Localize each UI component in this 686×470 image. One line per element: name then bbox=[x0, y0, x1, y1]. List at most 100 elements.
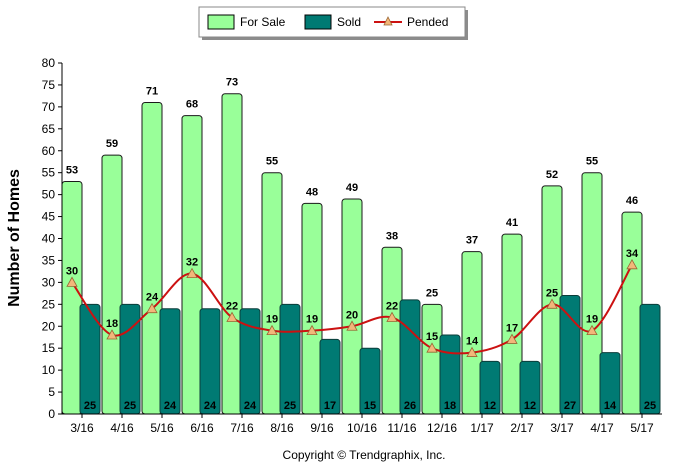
sold-value-label: 15 bbox=[364, 400, 376, 412]
sold-bar bbox=[559, 295, 581, 415]
for-sale-value-label: 37 bbox=[466, 235, 478, 247]
for-sale-value-label: 59 bbox=[106, 138, 118, 150]
sold-value-label: 25 bbox=[124, 400, 136, 412]
sold-value-label: 24 bbox=[204, 400, 217, 412]
pended-marker bbox=[426, 342, 438, 353]
legend-label-pended: Pended bbox=[407, 15, 448, 29]
y-tick-label: 20 bbox=[42, 319, 56, 333]
for-sale-bar bbox=[621, 211, 643, 415]
sold-bar bbox=[399, 299, 421, 415]
pended-value-label: 19 bbox=[306, 314, 318, 326]
for-sale-bar bbox=[141, 101, 163, 415]
x-tick-label: 2/17 bbox=[510, 421, 534, 435]
pended-value-label: 15 bbox=[426, 331, 438, 343]
y-tick-label: 75 bbox=[42, 78, 56, 92]
sold-value-label: 24 bbox=[244, 400, 257, 412]
pended-value-label: 18 bbox=[106, 318, 118, 330]
pended-value-label: 19 bbox=[266, 314, 278, 326]
pended-marker bbox=[346, 320, 358, 331]
sold-bar bbox=[159, 308, 181, 415]
pended-marker bbox=[626, 259, 638, 270]
x-tick-label: 10/16 bbox=[347, 421, 377, 435]
x-tick-label: 6/16 bbox=[190, 421, 214, 435]
pended-value-label: 32 bbox=[186, 257, 198, 269]
for-sale-value-label: 68 bbox=[186, 99, 198, 111]
sold-bars bbox=[79, 295, 661, 415]
pended-marker bbox=[66, 276, 78, 287]
x-tick-label: 5/17 bbox=[630, 421, 654, 435]
pended-value-label: 22 bbox=[226, 300, 238, 312]
pended-value-label: 19 bbox=[586, 314, 598, 326]
pended-value-label: 25 bbox=[546, 287, 558, 299]
pended-value-label: 22 bbox=[386, 300, 398, 312]
pended-marker bbox=[186, 267, 198, 278]
y-tick-label: 40 bbox=[42, 232, 56, 246]
y-tick-label: 25 bbox=[42, 297, 56, 311]
sold-bar bbox=[199, 308, 221, 415]
for-sale-value-label: 55 bbox=[586, 156, 598, 168]
data-labels: 53 59 71 68 73 55 48 49 38 25 37 41 52 55 46 25 25 24 24 24… bbox=[66, 77, 656, 412]
sold-value-label: 25 bbox=[284, 400, 296, 412]
sold-value-label: 12 bbox=[524, 400, 536, 412]
y-tick-label: 35 bbox=[42, 253, 56, 267]
legend-swatch-for-sale bbox=[207, 14, 235, 30]
pended-marker bbox=[466, 346, 478, 357]
for-sale-value-label: 25 bbox=[426, 287, 438, 299]
y-tick-label: 50 bbox=[42, 188, 56, 202]
for-sale-bars bbox=[61, 93, 643, 415]
for-sale-value-label: 73 bbox=[226, 77, 238, 89]
x-tick-label: 3/16 bbox=[70, 421, 94, 435]
x-tick-label: 12/16 bbox=[427, 421, 457, 435]
pended-value-label: 14 bbox=[466, 336, 479, 348]
y-tick-label: 30 bbox=[42, 275, 56, 289]
pended-line bbox=[66, 259, 638, 357]
for-sale-bar bbox=[61, 180, 83, 415]
y-tick-label: 80 bbox=[42, 56, 56, 70]
legend: For Sale Sold Pended bbox=[198, 6, 468, 40]
for-sale-bar bbox=[461, 251, 483, 415]
pended-marker bbox=[546, 298, 558, 309]
x-tick-label: 9/16 bbox=[310, 421, 334, 435]
pended-value-label: 34 bbox=[626, 248, 639, 260]
x-tick-label: 7/16 bbox=[230, 421, 254, 435]
x-axis-ticks: 3/16 4/16 5/16 6/16 7/16 8/16 9/16 10/16 11/16 12… bbox=[70, 414, 654, 435]
sold-value-label: 27 bbox=[564, 400, 576, 412]
legend-label-sold: Sold bbox=[337, 15, 361, 29]
legend-box bbox=[198, 6, 466, 38]
for-sale-bar bbox=[221, 93, 243, 415]
sold-value-label: 18 bbox=[444, 400, 456, 412]
for-sale-value-label: 53 bbox=[66, 164, 78, 176]
for-sale-value-label: 71 bbox=[146, 85, 158, 97]
sold-bar bbox=[639, 303, 661, 415]
pended-value-label: 24 bbox=[146, 292, 159, 304]
y-axis-title: Number of Homes bbox=[6, 169, 23, 307]
y-tick-label: 15 bbox=[42, 341, 56, 355]
x-tick-label: 4/16 bbox=[110, 421, 134, 435]
y-tick-label: 65 bbox=[42, 122, 56, 136]
for-sale-bar bbox=[301, 202, 323, 415]
for-sale-value-label: 48 bbox=[306, 186, 318, 198]
for-sale-value-label: 52 bbox=[546, 169, 558, 181]
pended-marker bbox=[386, 311, 398, 322]
x-tick-label: 8/16 bbox=[270, 421, 294, 435]
y-tick-label: 70 bbox=[42, 100, 56, 114]
y-tick-label: 60 bbox=[42, 144, 56, 158]
pended-marker bbox=[506, 333, 518, 344]
pended-value-label: 17 bbox=[506, 322, 518, 334]
x-tick-label: 5/16 bbox=[150, 421, 174, 435]
for-sale-bar bbox=[421, 303, 443, 415]
sold-bar bbox=[279, 303, 301, 415]
sold-value-label: 14 bbox=[604, 400, 617, 412]
for-sale-value-label: 38 bbox=[386, 230, 398, 242]
y-tick-label: 0 bbox=[48, 407, 55, 421]
sold-value-label: 24 bbox=[164, 400, 177, 412]
sold-value-label: 17 bbox=[324, 400, 336, 412]
copyright-text: Copyright © Trendgraphix, Inc. bbox=[283, 448, 446, 462]
for-sale-value-label: 46 bbox=[626, 195, 638, 207]
y-tick-label: 5 bbox=[48, 385, 55, 399]
y-tick-label: 10 bbox=[42, 363, 56, 377]
sold-value-label: 12 bbox=[484, 400, 496, 412]
for-sale-value-label: 49 bbox=[346, 182, 358, 194]
pended-marker bbox=[106, 329, 118, 340]
